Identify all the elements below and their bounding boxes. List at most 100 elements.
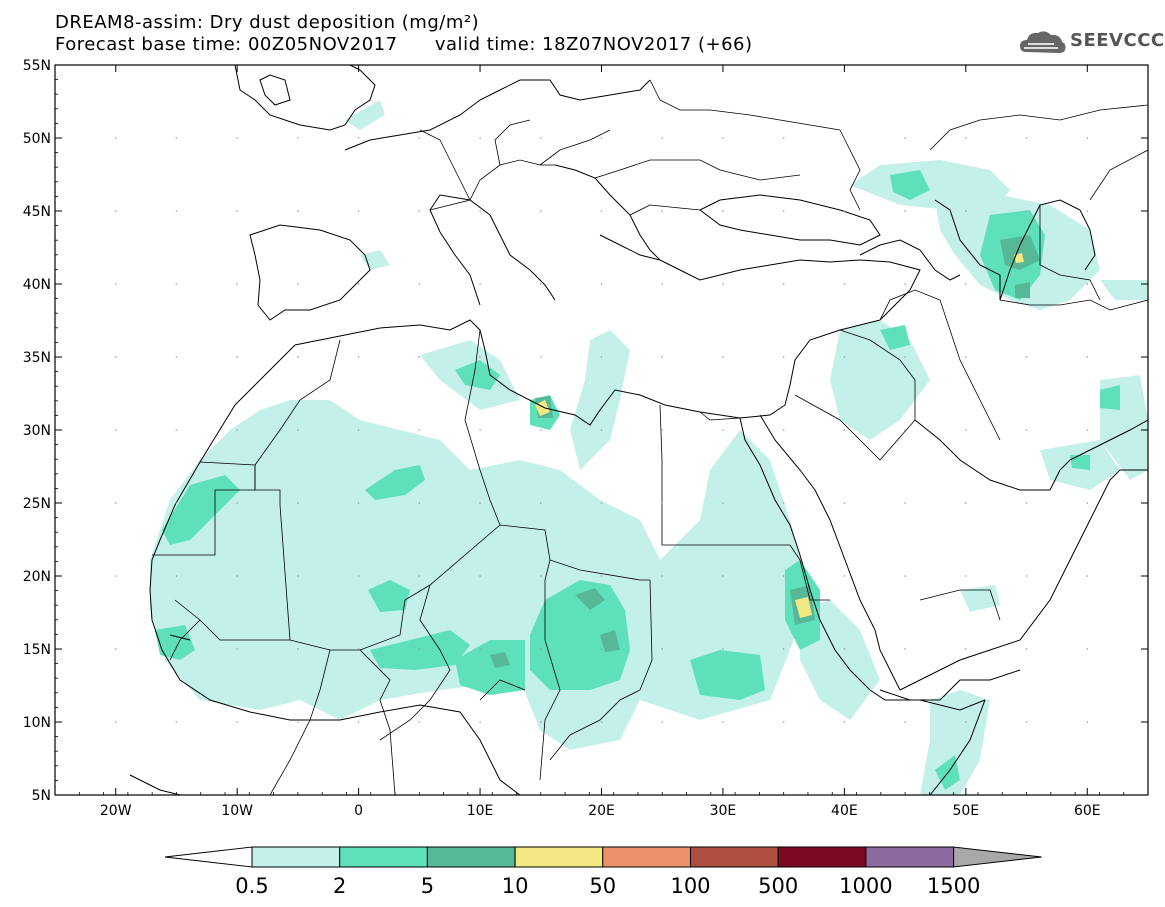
lat-label: 35N: [23, 350, 51, 366]
grid-dot: [904, 210, 906, 212]
grid-dot: [539, 575, 542, 577]
grid-dot: [904, 648, 906, 650]
grid-dot: [1086, 356, 1089, 358]
lat-label: 10N: [23, 715, 51, 731]
grid-dot: [479, 356, 481, 358]
grid-dot: [782, 356, 785, 358]
colorbar-swatch: [602, 846, 691, 868]
deposition-very-high: [535, 253, 1024, 618]
grid-dot: [539, 721, 542, 723]
grid-dot: [236, 429, 238, 431]
grid-dot: [418, 648, 421, 650]
grid-dot: [661, 648, 664, 650]
grid-dot: [904, 356, 906, 358]
grid-dot: [965, 648, 967, 650]
grid-dot: [418, 721, 421, 723]
grid-dot: [722, 210, 724, 212]
grid-dot: [357, 721, 360, 723]
colorbar-swatch: [865, 846, 955, 868]
grid-dot: [236, 721, 238, 723]
grid-dot: [297, 721, 299, 723]
colorbar-label: 100: [670, 874, 710, 898]
grid-dot: [175, 283, 178, 285]
grid-dot: [357, 575, 360, 577]
colorbar-swatch: [339, 846, 428, 868]
grid-dot: [965, 502, 967, 504]
grid-dot: [539, 648, 542, 650]
grid-dot: [297, 210, 299, 212]
grid-dot: [661, 721, 664, 723]
grid-dot: [1086, 210, 1089, 212]
grid-dot: [1086, 283, 1089, 285]
lat-label: 5N: [32, 788, 51, 804]
grid-dot: [661, 502, 664, 504]
colorbar-label: 0.5: [235, 874, 268, 898]
grid-dot: [661, 575, 664, 577]
grid-dot: [539, 283, 542, 285]
grid-dot: [114, 283, 117, 285]
grid-dot: [357, 502, 360, 504]
colorbar-label: 500: [758, 874, 798, 898]
grid-dot: [236, 137, 238, 139]
grid-dot: [843, 283, 846, 285]
colorbar-label: 5: [421, 874, 434, 898]
grid-dot: [600, 429, 603, 431]
colorbar-label: 1000: [839, 874, 892, 898]
grid-dot: [904, 429, 906, 431]
grid-dot: [479, 283, 481, 285]
grid-dot: [904, 283, 906, 285]
grid-dot: [661, 137, 664, 139]
lat-label: 15N: [23, 642, 51, 658]
grid-dot: [236, 502, 238, 504]
grid-dot: [539, 502, 542, 504]
lat-label: 20N: [23, 569, 51, 585]
grid-dot: [236, 575, 238, 577]
grid-dot: [843, 721, 846, 723]
grid-dot: [661, 210, 664, 212]
grid-dot: [843, 429, 846, 431]
grid-dot: [782, 429, 785, 431]
logo-text: SEEVCCC: [1070, 30, 1165, 51]
grid-dot: [600, 356, 603, 358]
grid-dot: [297, 137, 299, 139]
grid-dot: [479, 210, 481, 212]
grid-dot: [297, 648, 299, 650]
deposition-light: [150, 100, 1148, 795]
lat-label: 40N: [23, 277, 51, 293]
colorbar-label: 50: [589, 874, 616, 898]
grid-dot: [236, 648, 238, 650]
grid-dot: [479, 575, 481, 577]
longitude-axis: 20W 10W 0 10E 20E 30E 40E 50E 60E: [54, 65, 1149, 819]
grid-dot: [782, 502, 785, 504]
grid-dot: [782, 648, 785, 650]
grid-dot: [418, 429, 421, 431]
lat-label: 50N: [23, 131, 51, 147]
grid-dot: [114, 721, 117, 723]
lon-label: 10W: [221, 803, 253, 819]
grid-dot: [965, 210, 967, 212]
lon-label: 20W: [100, 803, 132, 819]
grid-dot: [479, 721, 481, 723]
grid-dot: [722, 575, 724, 577]
grid-dot: [1025, 648, 1028, 650]
grid-dot: [722, 721, 724, 723]
grid-dot: [722, 502, 724, 504]
grid-dot: [479, 648, 481, 650]
grid-dot: [843, 210, 846, 212]
grid-dot: [1086, 429, 1089, 431]
lon-label: 10E: [467, 803, 494, 819]
grid-dot: [114, 356, 117, 358]
grid-dot: [479, 429, 481, 431]
grid-dot: [175, 575, 178, 577]
grid-dot: [600, 283, 603, 285]
grid-dot: [297, 502, 299, 504]
grid-dot: [418, 356, 421, 358]
grid-dot: [479, 137, 481, 139]
seevccc-logo: SEEVCCC: [1018, 28, 1164, 58]
lat-label: 25N: [23, 496, 51, 512]
lon-label: 30E: [710, 803, 737, 819]
grid-dot: [965, 283, 967, 285]
grid-dot: [114, 575, 117, 577]
lon-label: 50E: [952, 803, 979, 819]
